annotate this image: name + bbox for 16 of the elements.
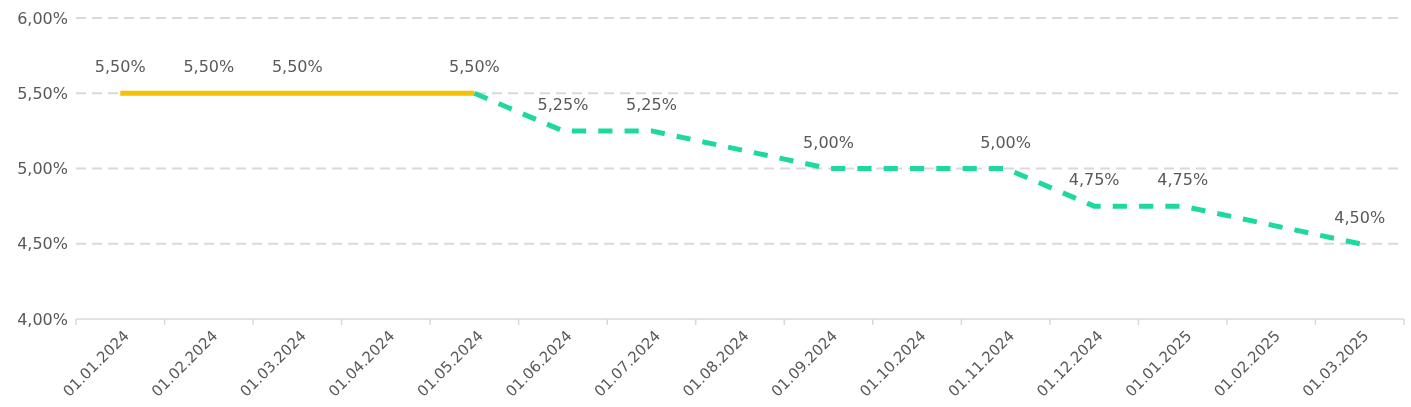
data-label: 5,50% — [271, 57, 323, 77]
data-label: 4,75% — [1157, 170, 1209, 190]
data-label: 5,50% — [183, 57, 235, 77]
data-label: 5,00% — [803, 132, 854, 152]
y-tick-label: 5,50% — [17, 83, 68, 103]
y-tick-label: 6,00% — [17, 8, 68, 28]
data-label: 4,50% — [1334, 207, 1386, 227]
y-tick-label: 4,00% — [17, 309, 68, 329]
data-label: 5,50% — [94, 57, 146, 77]
data-label: 5,00% — [980, 132, 1032, 152]
data-label: 5,25% — [626, 94, 677, 114]
y-tick-label: 4,50% — [17, 234, 68, 254]
y-tick-label: 5,00% — [17, 159, 68, 179]
data-label: 4,75% — [1068, 170, 1120, 190]
data-label: 5,25% — [537, 94, 589, 114]
data-label: 5,50% — [448, 57, 500, 77]
